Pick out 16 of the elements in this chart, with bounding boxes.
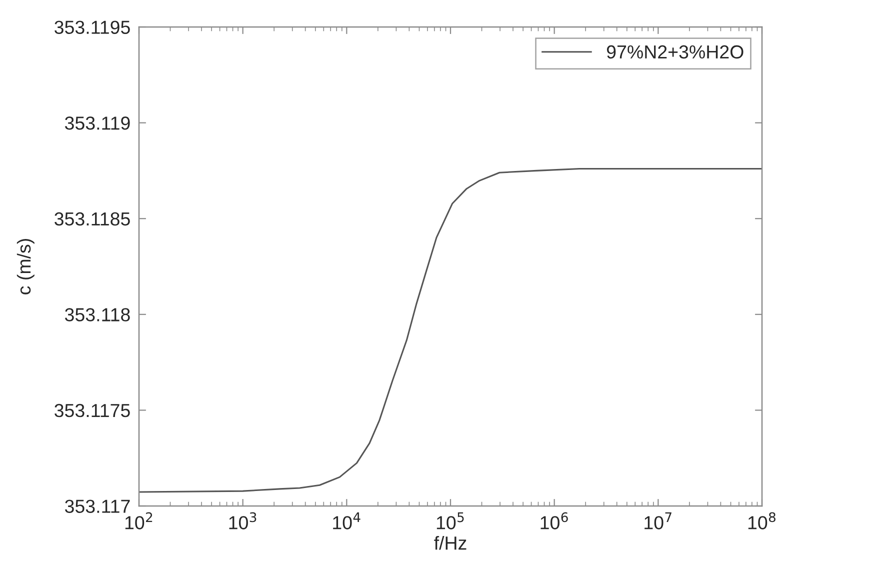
x-tick-label: 10$^{4}$ [333,512,360,530]
x-axis-title: f/Hz [434,536,466,550]
x-tick-label: 10$^{2}$ [125,512,152,530]
legend-label: 97%N2+3%H2O [606,45,744,59]
y-tick-label: 353.118 [64,308,130,322]
x-tick-label: 10$^{5}$ [436,512,464,530]
y-tick-label: 353.1175 [54,404,130,418]
x-tick-label: 10$^{3}$ [229,512,256,530]
y-tick-label: 353.1185 [54,212,130,226]
y-tick-label: 353.119 [64,116,130,130]
x-tick-label: 10$^{7}$ [644,512,672,530]
x-tick-label: 10$^{6}$ [540,512,568,530]
y-tick-label: 353.117 [64,500,130,513]
y-tick-label: 353.1195 [54,20,130,34]
x-tick-label: 10$^{8}$ [748,512,776,530]
y-axis-title: c (m/s) [16,239,34,294]
